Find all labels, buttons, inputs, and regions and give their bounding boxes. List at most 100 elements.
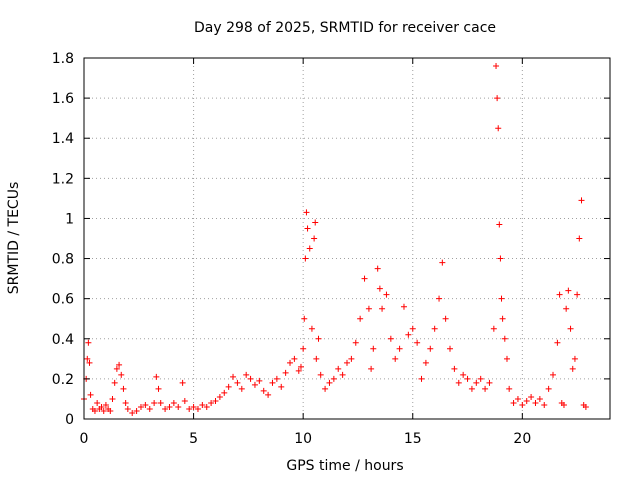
data-point [442,315,449,322]
data-point [297,363,304,370]
data-point [225,383,232,390]
data-point [409,325,416,332]
y-tick-label: 0.4 [52,332,74,348]
data-point [243,371,250,378]
data-point [181,397,188,404]
data-point [124,405,131,412]
data-point [556,291,563,298]
data-point [317,371,324,378]
data-point [532,399,539,406]
data-point [335,365,342,372]
data-point [122,399,129,406]
data-point [86,359,93,366]
data-point [113,365,120,372]
data-point [303,209,310,216]
x-axis-label: GPS time / hours [286,458,403,474]
data-point [468,385,475,392]
data-point [291,355,298,362]
data-markers [81,63,589,416]
data-point [91,407,98,414]
data-point [486,379,493,386]
data-point [230,373,237,380]
data-point [137,403,144,410]
data-point [162,405,169,412]
y-tick-label: 1.2 [52,171,74,187]
data-point [315,335,322,342]
data-point [361,275,368,282]
data-point [374,265,381,272]
data-point [503,355,510,362]
data-point [439,259,446,266]
data-point [392,355,399,362]
data-point [582,403,589,410]
data-point [545,385,552,392]
x-tick-label: 20 [513,431,531,447]
data-point [493,63,500,70]
data-point [352,339,359,346]
data-point [278,383,285,390]
y-axis-label: SRMTID / TECUs [6,182,22,295]
plot-frame [83,57,611,420]
data-point [427,345,434,352]
data-point [301,315,308,322]
x-tick-label: 0 [80,431,89,447]
data-point [490,325,497,332]
data-point [179,379,186,386]
data-point [84,355,91,362]
data-point [312,219,319,226]
data-point [574,291,581,298]
data-point [339,371,346,378]
data-point [344,359,350,366]
data-point [447,345,454,352]
data-point [306,245,313,252]
data-point [506,385,513,392]
data-point [376,285,383,292]
data-point [400,303,407,310]
data-point [87,391,94,398]
data-point [109,395,116,402]
data-point [107,407,114,414]
data-point [514,395,521,402]
data-point [186,405,193,412]
data-point [379,305,386,312]
data-point [212,397,219,404]
data-point [578,197,585,204]
data-point [308,325,315,332]
data-point [541,401,548,408]
data-point [571,355,578,362]
data-point [146,405,153,412]
data-point [560,401,567,408]
data-point [251,381,258,388]
data-point [567,325,574,332]
data-point [120,385,127,392]
data-point [155,385,162,392]
data-point [313,355,320,362]
y-tick-label: 0.6 [52,292,74,308]
x-tick-label: 10 [294,431,312,447]
data-point [311,235,318,242]
data-point [151,399,158,406]
data-point [496,221,503,228]
data-point [554,339,561,346]
data-point [563,305,570,312]
data-point [322,385,329,392]
data-point [330,375,337,382]
data-point [497,255,504,262]
tick-labels: 0 0.2 0.4 0.6 0.8 1 1.2 1.4 1.6 1.8 0 5 10 15 20 [52,51,532,447]
data-point [523,397,530,404]
data-point [153,373,160,380]
x-tick-label: 5 [189,431,198,447]
data-point [238,385,245,392]
data-point [477,375,484,382]
data-point [387,335,394,342]
data-point [482,385,489,392]
data-point [203,403,210,410]
data-point [357,315,364,322]
data-point [422,359,429,366]
data-point [170,399,177,406]
y-tick-label: 1 [65,211,74,227]
data-point [383,291,390,298]
data-point [576,235,583,242]
data-point [282,369,289,376]
